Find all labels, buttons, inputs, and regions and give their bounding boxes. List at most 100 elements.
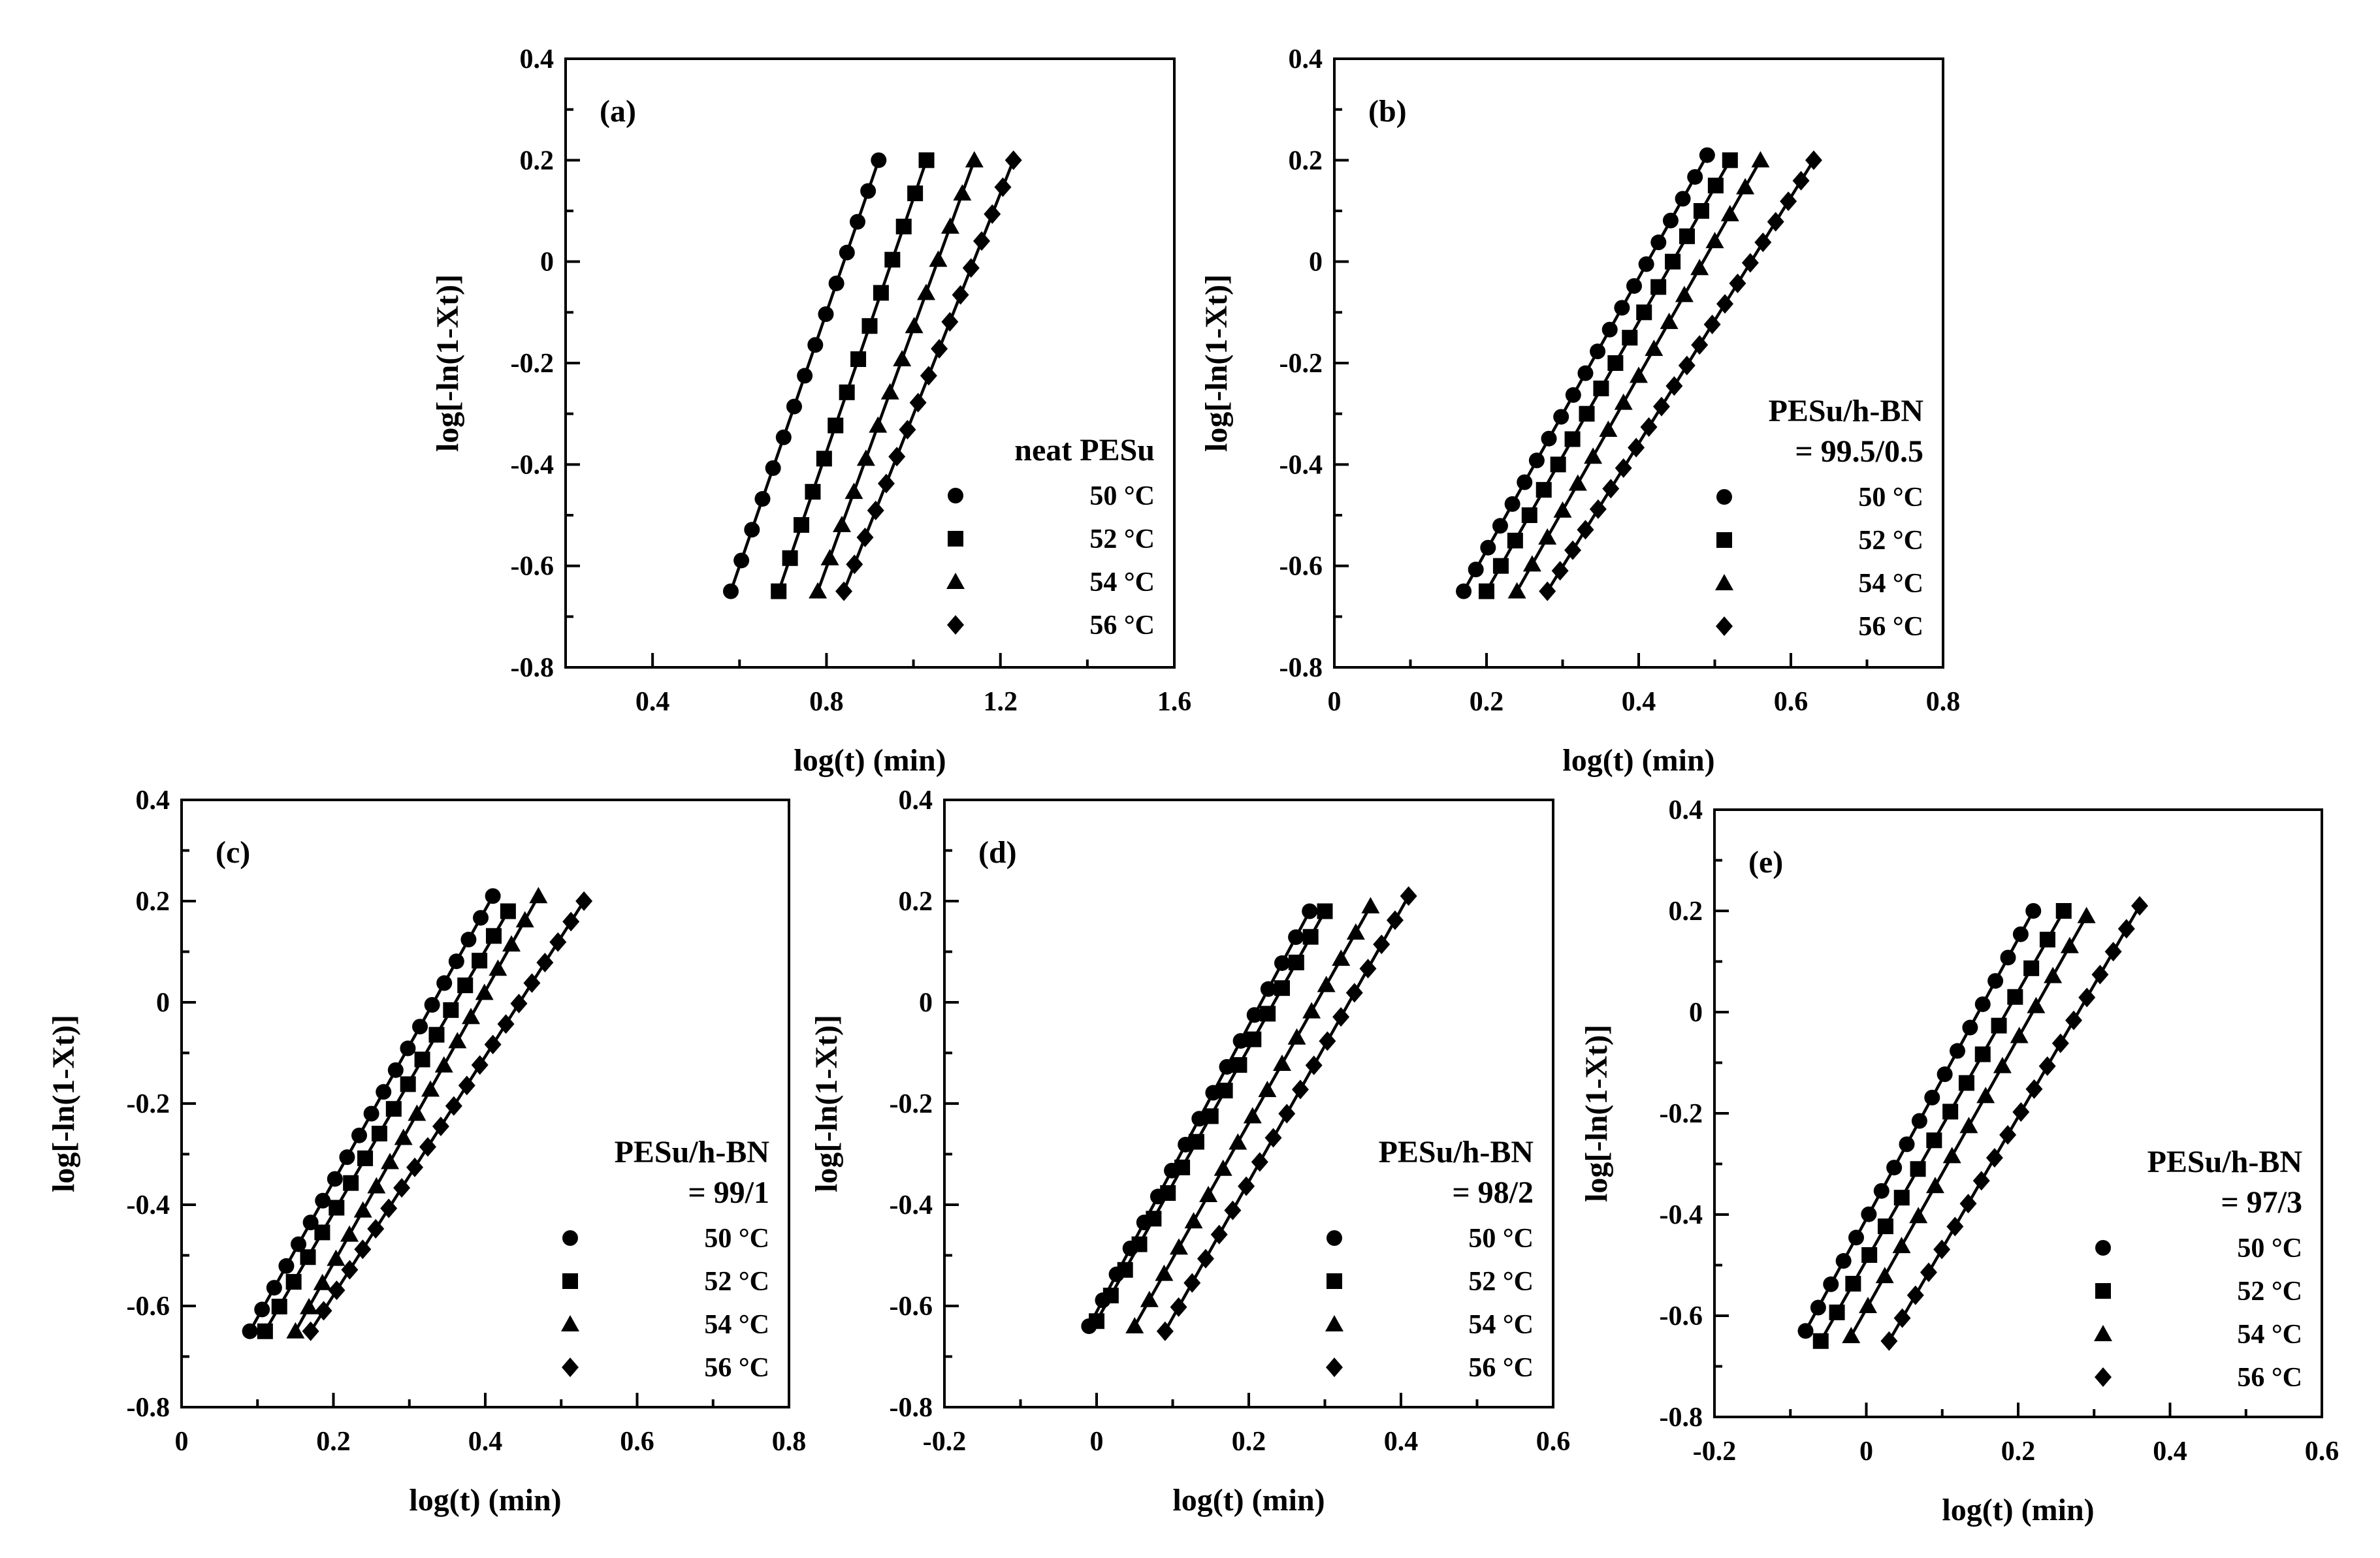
data-point xyxy=(357,1150,374,1166)
y-tick-label: 0.2 xyxy=(1669,897,1703,927)
y-tick-label: 0.4 xyxy=(136,786,170,816)
data-point xyxy=(354,1239,372,1260)
data-point xyxy=(953,184,972,201)
data-point xyxy=(473,910,489,926)
data-point xyxy=(1332,1007,1350,1027)
y-tick-label: -0.6 xyxy=(127,1292,170,1322)
y-tick-label: -0.8 xyxy=(1660,1403,1703,1433)
y-tick-label: 0.2 xyxy=(520,146,555,176)
legend-entry: 50 °C xyxy=(1089,481,1155,511)
data-point xyxy=(1169,1238,1188,1255)
y-tick-label: 0 xyxy=(1689,998,1703,1028)
data-point xyxy=(278,1258,295,1274)
data-point xyxy=(1662,212,1679,229)
data-point xyxy=(458,1075,475,1096)
legend-entry: 52 °C xyxy=(1468,1267,1534,1297)
data-point xyxy=(839,244,855,261)
data-point xyxy=(1705,232,1724,249)
data-point xyxy=(1873,1183,1890,1199)
data-point xyxy=(1199,1185,1218,1202)
data-point xyxy=(1675,285,1694,302)
data-point xyxy=(1480,539,1496,556)
y-tick-label: -0.8 xyxy=(1279,653,1323,683)
data-point xyxy=(775,429,792,445)
data-point xyxy=(1720,204,1739,221)
data-point xyxy=(1089,1313,1104,1329)
legend-marker xyxy=(947,615,964,635)
data-point xyxy=(1317,903,1333,919)
data-point xyxy=(1693,203,1709,219)
data-point xyxy=(1792,170,1810,191)
chart-panel: 0 0.2 0.4 0.6 0.8 0.4 0.2 0 -0.2 -0.4 -0.6 -0.8 log(… xyxy=(46,786,806,1518)
data-point xyxy=(1288,954,1304,970)
data-point xyxy=(2027,996,2046,1013)
data-point xyxy=(266,1280,282,1296)
plot-frame xyxy=(564,57,1176,669)
data-point xyxy=(797,368,813,384)
data-point xyxy=(328,1280,346,1301)
data-point xyxy=(888,447,906,467)
data-point xyxy=(867,500,884,520)
y-tick-label: -0.8 xyxy=(890,1393,933,1423)
data-point xyxy=(893,350,912,367)
data-point xyxy=(254,1301,270,1318)
fit-line xyxy=(309,900,586,1332)
data-point xyxy=(2025,903,2042,919)
panel-label: (c) xyxy=(216,835,250,870)
y-tick-label: -0.4 xyxy=(1279,450,1323,480)
y-tick-label: -0.2 xyxy=(511,349,555,379)
data-point xyxy=(1599,420,1618,437)
legend-entry: 54 °C xyxy=(1089,567,1155,597)
data-point xyxy=(877,473,895,494)
data-point xyxy=(918,152,935,168)
data-point xyxy=(2055,903,2072,919)
series-square xyxy=(1812,903,2072,1349)
data-point xyxy=(1359,959,1377,979)
data-point xyxy=(1687,168,1703,185)
data-point xyxy=(300,1297,319,1314)
legend-marker xyxy=(1716,616,1733,636)
data-point xyxy=(1564,431,1581,447)
data-point xyxy=(1736,178,1755,195)
legend-entry: 54 °C xyxy=(1468,1310,1534,1340)
data-point xyxy=(242,1323,258,1339)
data-point xyxy=(1880,1331,1898,1351)
data-point xyxy=(1551,561,1569,581)
chart-panel: 0 0.2 0.4 0.6 0.8 0.4 0.2 0 -0.2 -0.4 -0.6 -0.8 log(… xyxy=(1199,44,1960,778)
data-point xyxy=(1678,355,1696,375)
data-point xyxy=(973,231,991,251)
data-point xyxy=(1305,1055,1323,1075)
data-point xyxy=(1579,405,1595,422)
y-tick-label: -0.4 xyxy=(511,450,555,480)
series-diamond xyxy=(1156,886,1417,1341)
data-point xyxy=(1246,1007,1262,1023)
data-point xyxy=(1805,150,1822,170)
legend-marker xyxy=(2095,1367,2112,1387)
data-point xyxy=(367,1177,386,1194)
x-tick-label: 0.4 xyxy=(1622,687,1656,717)
data-point xyxy=(2007,989,2023,1005)
data-point xyxy=(436,975,453,991)
data-point xyxy=(733,552,750,569)
data-point xyxy=(1146,1211,1162,1227)
data-point xyxy=(1780,191,1797,212)
legend-entry: 56 °C xyxy=(1468,1353,1534,1383)
series-diamond xyxy=(835,150,1022,601)
x-tick-label: 0.4 xyxy=(1384,1427,1419,1457)
data-point xyxy=(1920,1262,1937,1282)
legend-entry: 52 °C xyxy=(2237,1277,2302,1307)
series-diamond xyxy=(302,891,593,1341)
data-point xyxy=(536,953,554,973)
legend-title: = 98/2 xyxy=(1452,1175,1534,1210)
data-point xyxy=(1722,152,1738,168)
legend-title: = 97/3 xyxy=(2221,1185,2302,1220)
chart-panel: -0.2 0 0.2 0.4 0.6 0.4 0.2 0 -0.2 -0.4 -0.6 -0.8 log… xyxy=(1579,795,2339,1527)
data-point xyxy=(1665,253,1681,270)
data-point xyxy=(895,218,912,234)
data-point xyxy=(1564,540,1582,560)
data-point xyxy=(1628,437,1645,458)
data-point xyxy=(462,1008,481,1025)
data-point xyxy=(1541,430,1557,447)
data-point xyxy=(1911,1113,1927,1129)
y-tick-label: 0.2 xyxy=(1289,146,1323,176)
